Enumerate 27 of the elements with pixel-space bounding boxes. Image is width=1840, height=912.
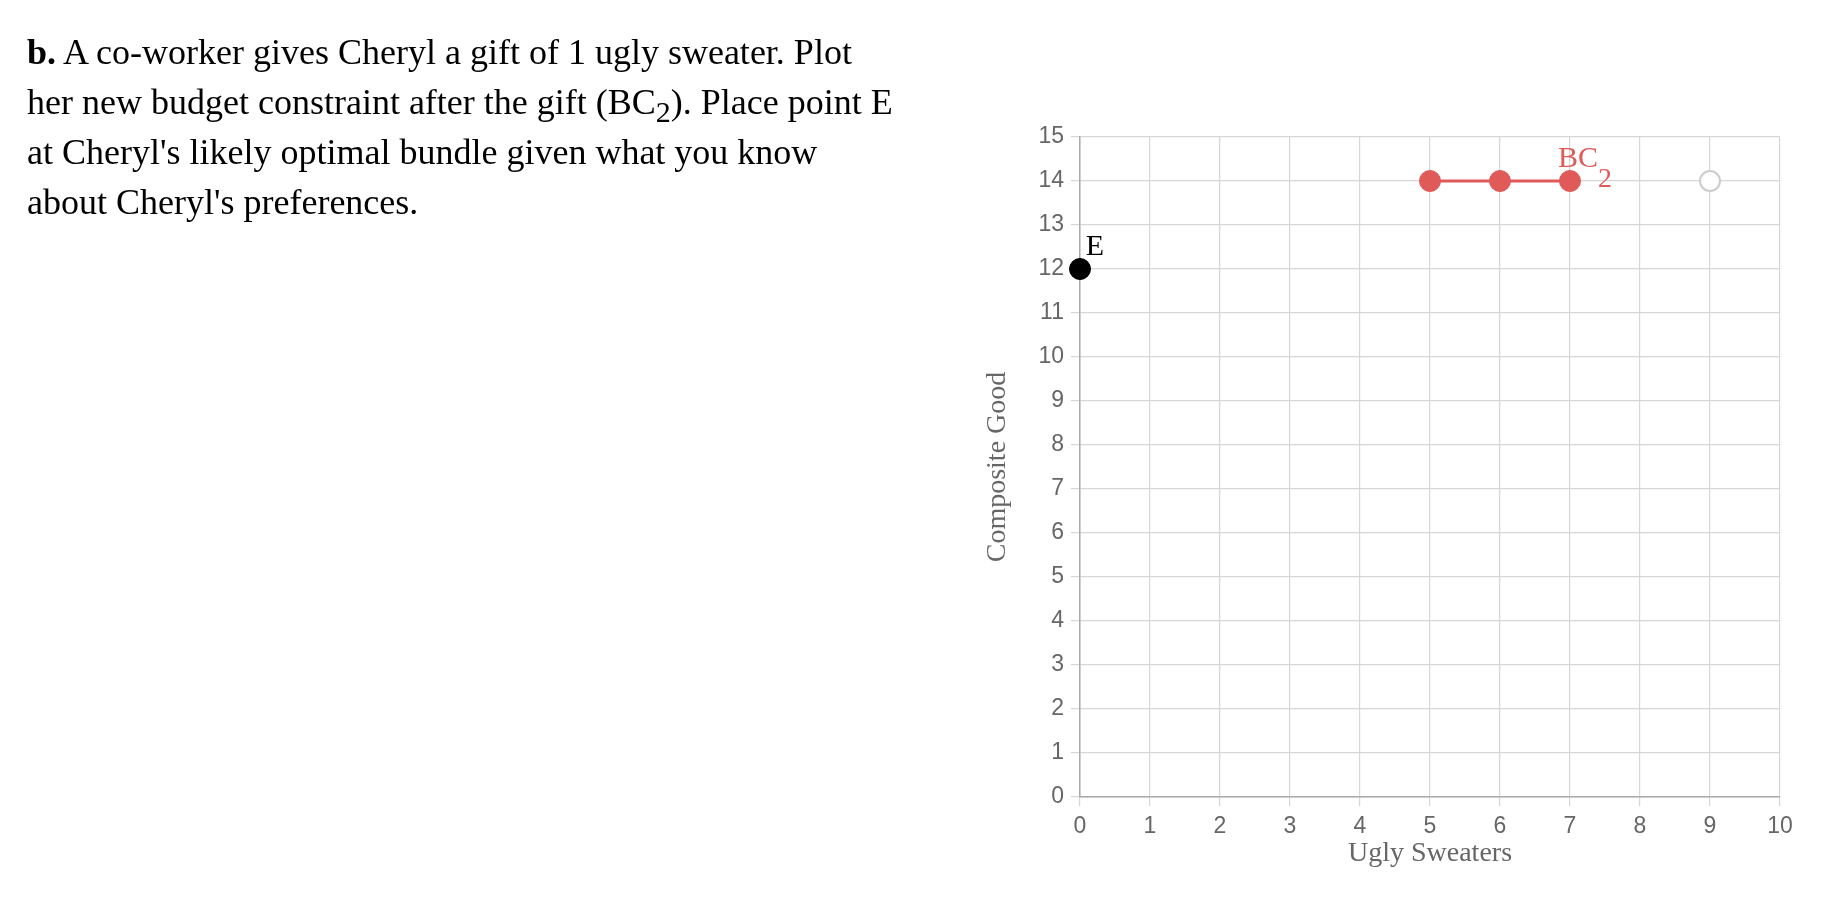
y-tick-label: 12 bbox=[1038, 254, 1064, 281]
y-tick-label: 3 bbox=[1051, 650, 1064, 677]
x-tick-label: 7 bbox=[1563, 812, 1577, 839]
x-tick-label: 2 bbox=[1213, 812, 1227, 839]
y-tick-label: 13 bbox=[1038, 210, 1064, 237]
y-tick-label: 7 bbox=[1051, 474, 1064, 501]
y-tick-label: 6 bbox=[1051, 518, 1064, 545]
y-tick-label: 4 bbox=[1051, 606, 1065, 633]
y-tick-label: 11 bbox=[1040, 298, 1064, 325]
y-tick-label: 14 bbox=[1038, 166, 1065, 193]
y-tick-label: 15 bbox=[1038, 122, 1064, 149]
x-tick-label: 8 bbox=[1633, 812, 1647, 839]
y-tick-label: 9 bbox=[1051, 386, 1064, 413]
x-tick-label: 9 bbox=[1703, 812, 1717, 839]
text: b. A co-worker gives Cheryl a gift of 1 ugly sweater. Plot her new budget constraint after the gift (BC$_{2}$). Place point E at Cheryl's likely optimal bundle given what you know about Cheryl's preferences. bbox=[27, 31, 894, 224]
y-tick-label: 10 bbox=[1038, 342, 1064, 369]
y-tick-label: 0 bbox=[1051, 782, 1064, 809]
y-tick-label: 2 bbox=[1051, 694, 1064, 721]
y-tick-label: 8 bbox=[1051, 430, 1064, 457]
x-tick-label: 0 bbox=[1073, 812, 1087, 839]
x-tick-label: 3 bbox=[1283, 812, 1297, 839]
y-axis-title: Composite Good bbox=[980, 371, 1012, 563]
y-tick-label: 1 bbox=[1051, 738, 1064, 765]
series-label: E bbox=[1085, 228, 1105, 261]
y-tick-label: 5 bbox=[1051, 562, 1064, 589]
x-tick-label: 10 bbox=[1767, 812, 1793, 839]
x-tick-label: 1 bbox=[1143, 812, 1157, 839]
